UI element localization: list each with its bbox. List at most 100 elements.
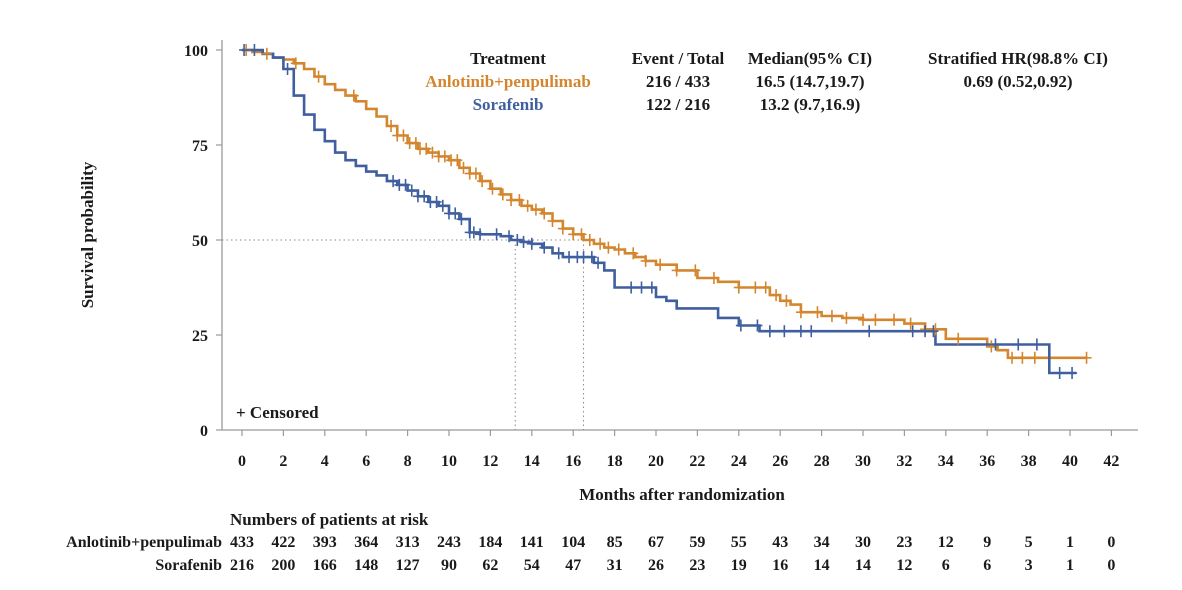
x-tick-label: 20 [648,453,664,470]
censor-mark [526,237,537,250]
censor-mark [593,256,604,269]
x-tick-label: 22 [689,453,705,470]
censor-mark [249,44,260,56]
x-tick-label: 24 [731,453,747,470]
risk-count: 19 [731,557,747,574]
legend-table: Treatment Event / Total Median(95% CI) Stra… [425,49,1108,114]
censor-mark [1017,351,1028,364]
censor-mark [431,196,442,208]
risk-count: 364 [354,534,378,551]
legend-hr: 0.69 (0.52,0.92) [963,72,1072,91]
risk-count: 59 [689,534,705,551]
risk-count: 23 [689,557,705,574]
risk-count: 12 [896,557,912,574]
censor-mark [313,70,324,83]
x-tick-label: 18 [607,453,623,470]
risk-count: 9 [983,534,991,551]
censor-mark [468,226,479,239]
risk-count: 55 [731,534,747,551]
censor-mark [1013,338,1024,351]
censor-mark [557,222,568,235]
censor-mark [636,281,647,294]
censor-mark [626,281,637,294]
censor-mark [282,63,293,75]
censor-mark [779,325,790,338]
risk-count: 54 [524,557,540,574]
censor-mark [640,254,651,267]
x-tick-label: 26 [772,453,788,470]
y-tick-label: 0 [200,423,208,440]
censor-mark [953,332,964,345]
censor-mark [760,281,771,294]
censor-mark [990,338,1001,351]
y-axis-title: Survival probability [78,161,97,308]
y-tick-label: 25 [192,328,208,345]
legend-header: Event / Total [632,49,725,68]
censor-mark [586,251,597,264]
risk-count: 184 [478,534,502,551]
censor-mark [764,325,775,338]
x-tick-label: 40 [1062,453,1078,470]
risk-count: 422 [271,534,295,551]
censor-mark [1081,351,1092,364]
censor-mark [690,264,701,277]
x-tick-label: 8 [404,453,412,470]
legend-treatment: Anlotinib+penpulimab [425,72,591,91]
x-tick-label: 34 [938,453,954,470]
censor-mark [595,237,606,250]
risk-count: 14 [814,557,830,574]
censor-mark [646,281,657,294]
censor-mark [290,57,301,70]
censor-mark [522,199,533,212]
x-tick-label: 10 [441,453,457,470]
risk-count: 393 [313,534,337,551]
censor-mark [1029,351,1040,364]
censor-mark [547,215,558,227]
risk-count: 127 [396,557,420,574]
censor-mark [475,228,486,241]
legend-median-ci: 13.2 (9.7,16.9) [760,95,861,114]
risk-count: 26 [648,557,664,574]
series-line-sorafenib [242,48,1077,375]
censor-mark [613,243,624,256]
risk-count: 0 [1107,534,1115,551]
censor-mark [512,234,523,246]
censor-mark [470,167,481,180]
censor-mark [771,289,782,302]
censor-mark [1007,351,1018,364]
x-tick-label: 14 [524,453,540,470]
risk-count: 6 [983,557,991,574]
censor-mark [752,319,763,332]
censor-mark [530,203,541,216]
risk-count: 1 [1066,534,1074,551]
censor-mark [421,142,432,155]
median-guides [222,239,585,430]
legend-median-ci: 16.5 (14.7,19.7) [755,72,864,91]
risk-count: 67 [648,534,664,551]
risk-count: 14 [855,557,871,574]
risk-table: Anlotinib+penpulimab 433 422 393 364 313 243 18… [66,534,1115,574]
censor-mark [750,281,761,294]
censor-mark [858,313,868,326]
y-tick-label: 75 [192,138,208,155]
risk-count: 16 [772,557,788,574]
censor-marks [239,44,1092,379]
censor-mark [497,188,508,201]
censor-mark [584,234,595,246]
censor-mark [239,44,250,56]
censor-mark [487,182,498,195]
risk-count: 148 [354,557,378,574]
risk-count: 1 [1066,557,1074,574]
censor-mark [427,146,438,159]
y-tick-label: 100 [184,43,208,60]
censor-mark [1067,367,1078,379]
censor-mark [603,241,614,254]
censor-mark [437,199,448,212]
legend-event-total: 216 / 433 [646,72,710,91]
risk-count: 433 [230,534,254,551]
censor-mark [655,258,666,271]
censor-mark [671,264,682,277]
censor-mark [812,306,823,319]
censor-mark [261,47,272,60]
x-tick-label: 36 [979,453,995,470]
